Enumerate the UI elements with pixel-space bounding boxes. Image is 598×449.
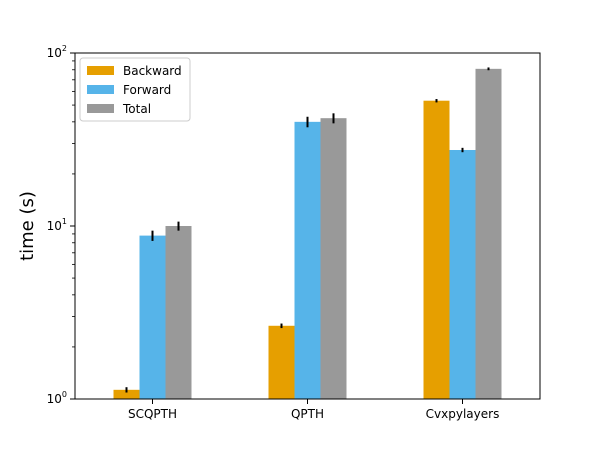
bar-forward-qpth bbox=[294, 121, 321, 399]
y-axis: 100 101 102 bbox=[47, 44, 75, 406]
bar-total-scqpth bbox=[165, 226, 192, 399]
bar-backward-scqpth bbox=[113, 389, 140, 399]
legend-label-backward: Backward bbox=[123, 64, 182, 78]
x-tick-label-cvxpylayers: Cvxpylayers bbox=[426, 407, 500, 421]
legend-swatch-backward bbox=[87, 66, 114, 75]
y-tick-label: 102 bbox=[47, 44, 67, 60]
bar-backward-qpth bbox=[268, 325, 295, 399]
bar-total-qpth bbox=[320, 118, 347, 400]
bar-forward-scqpth bbox=[139, 235, 166, 399]
legend-swatch-forward bbox=[87, 85, 114, 94]
legend-label-forward: Forward bbox=[123, 83, 171, 97]
y-axis-label: time (s) bbox=[17, 191, 38, 261]
bar-total-cvxpylayers bbox=[475, 68, 502, 399]
bar-backward-cvxpylayers bbox=[423, 100, 450, 400]
y-tick-label: 101 bbox=[47, 217, 67, 233]
legend: Backward Forward Total bbox=[79, 57, 191, 122]
x-tick-label-qpth: QPTH bbox=[291, 407, 324, 421]
x-tick-label-scqpth: SCQPTH bbox=[128, 407, 177, 421]
y-tick-label: 100 bbox=[47, 390, 67, 406]
errorbars-group bbox=[125, 67, 490, 393]
bars-group bbox=[113, 68, 502, 400]
x-axis: SCQPTH QPTH Cvxpylayers bbox=[128, 399, 499, 421]
bar-forward-cvxpylayers bbox=[449, 149, 476, 399]
legend-label-total: Total bbox=[122, 102, 151, 116]
legend-swatch-total bbox=[87, 104, 114, 113]
